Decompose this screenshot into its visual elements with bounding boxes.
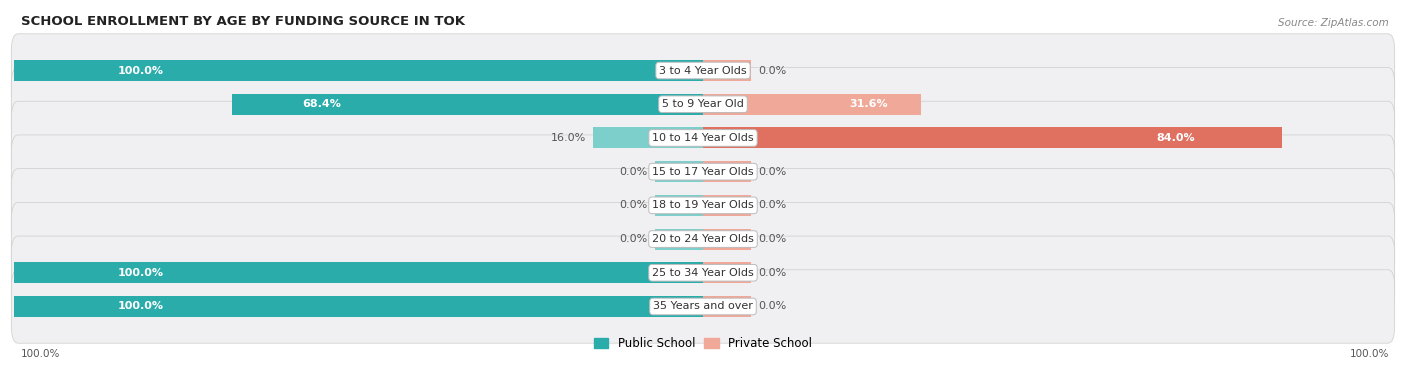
Text: 0.0%: 0.0%: [758, 167, 786, 177]
FancyBboxPatch shape: [11, 202, 1395, 276]
Bar: [703, 127, 1282, 149]
Text: 3 to 4 Year Olds: 3 to 4 Year Olds: [659, 66, 747, 75]
Text: 5 to 9 Year Old: 5 to 9 Year Old: [662, 99, 744, 109]
Text: 15 to 17 Year Olds: 15 to 17 Year Olds: [652, 167, 754, 177]
Bar: [14, 296, 703, 317]
Text: 35 Years and over: 35 Years and over: [652, 302, 754, 311]
Bar: [703, 262, 751, 283]
Text: 0.0%: 0.0%: [758, 234, 786, 244]
Text: 100.0%: 100.0%: [118, 66, 163, 75]
Bar: [14, 262, 703, 283]
Text: 68.4%: 68.4%: [302, 99, 342, 109]
Text: 0.0%: 0.0%: [758, 268, 786, 278]
Text: 0.0%: 0.0%: [758, 302, 786, 311]
Text: 100.0%: 100.0%: [118, 268, 163, 278]
Bar: [703, 228, 751, 250]
Bar: [703, 195, 751, 216]
FancyBboxPatch shape: [11, 236, 1395, 310]
Bar: [14, 60, 703, 81]
Bar: [703, 296, 751, 317]
Bar: [655, 195, 703, 216]
Text: 18 to 19 Year Olds: 18 to 19 Year Olds: [652, 200, 754, 210]
FancyBboxPatch shape: [11, 135, 1395, 208]
Text: 0.0%: 0.0%: [620, 167, 648, 177]
Text: 100.0%: 100.0%: [1350, 349, 1389, 359]
Text: 0.0%: 0.0%: [620, 234, 648, 244]
FancyBboxPatch shape: [11, 101, 1395, 175]
FancyBboxPatch shape: [11, 34, 1395, 107]
Text: 16.0%: 16.0%: [551, 133, 586, 143]
Bar: [655, 161, 703, 182]
Text: 0.0%: 0.0%: [758, 66, 786, 75]
Bar: [232, 94, 703, 115]
Text: 84.0%: 84.0%: [1156, 133, 1195, 143]
Bar: [655, 228, 703, 250]
Bar: [703, 94, 921, 115]
Bar: [703, 161, 751, 182]
Text: 0.0%: 0.0%: [620, 200, 648, 210]
Text: SCHOOL ENROLLMENT BY AGE BY FUNDING SOURCE IN TOK: SCHOOL ENROLLMENT BY AGE BY FUNDING SOUR…: [21, 15, 465, 28]
Bar: [703, 60, 751, 81]
Text: 20 to 24 Year Olds: 20 to 24 Year Olds: [652, 234, 754, 244]
Text: Source: ZipAtlas.com: Source: ZipAtlas.com: [1278, 18, 1389, 28]
Text: 100.0%: 100.0%: [21, 349, 60, 359]
FancyBboxPatch shape: [11, 270, 1395, 343]
Text: 10 to 14 Year Olds: 10 to 14 Year Olds: [652, 133, 754, 143]
Bar: [593, 127, 703, 149]
FancyBboxPatch shape: [11, 67, 1395, 141]
Text: 100.0%: 100.0%: [118, 302, 163, 311]
Text: 0.0%: 0.0%: [758, 200, 786, 210]
Text: 31.6%: 31.6%: [849, 99, 889, 109]
Legend: Public School, Private School: Public School, Private School: [589, 332, 817, 354]
Text: 25 to 34 Year Olds: 25 to 34 Year Olds: [652, 268, 754, 278]
FancyBboxPatch shape: [11, 169, 1395, 242]
